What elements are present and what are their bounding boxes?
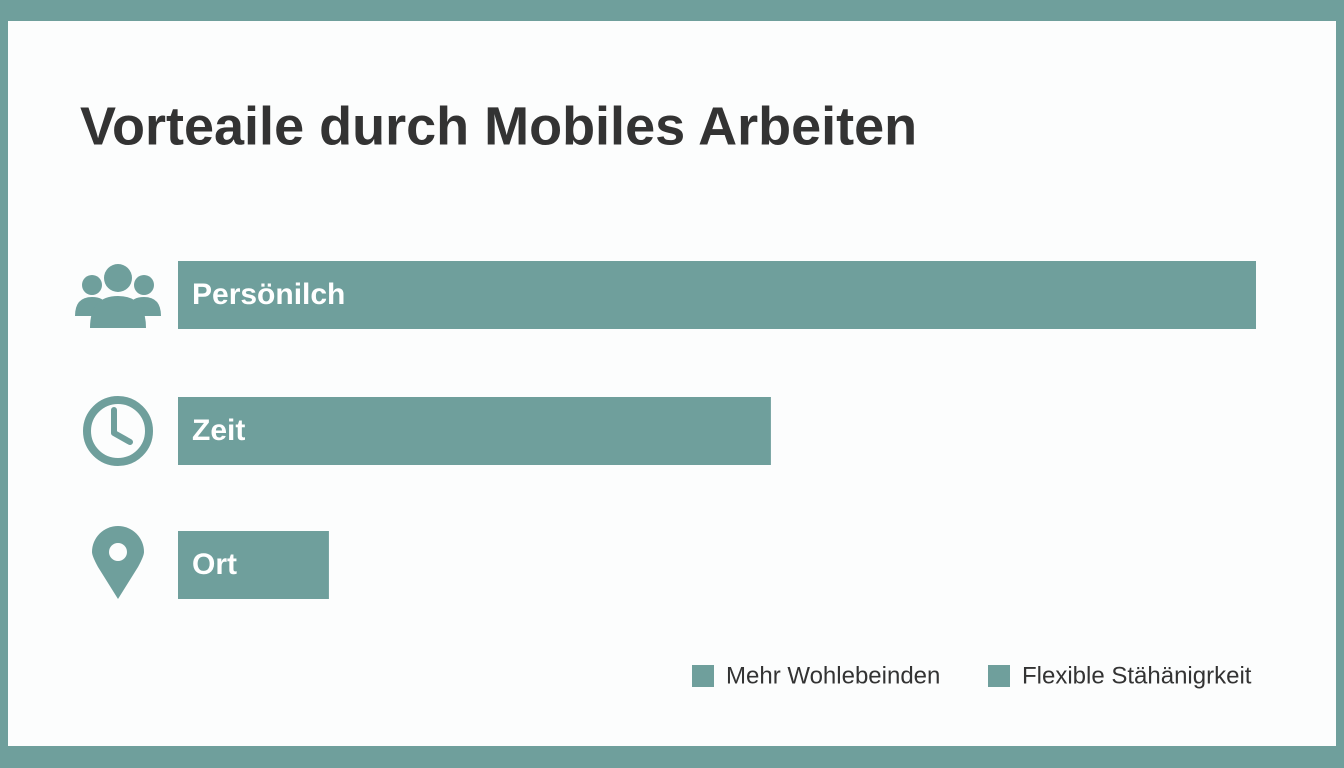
bar [178, 397, 771, 465]
legend-swatch [988, 665, 1010, 687]
legend-label: Mehr Wohlebeinden [726, 662, 940, 689]
bar [178, 261, 1256, 329]
chart-title: Vorteaile durch Mobiles Arbeiten [80, 96, 917, 156]
people-icon [75, 264, 161, 328]
bar-label: Ort [192, 548, 237, 581]
legend-label: Flexible Stähänigrkeit [1022, 662, 1252, 689]
legend-swatch [692, 665, 714, 687]
panel [8, 21, 1336, 746]
bar-label: Persönilch [192, 278, 345, 311]
pin-icon [92, 526, 144, 599]
clock-icon [83, 396, 153, 466]
bar-label: Zeit [192, 414, 245, 447]
bar [178, 531, 329, 599]
